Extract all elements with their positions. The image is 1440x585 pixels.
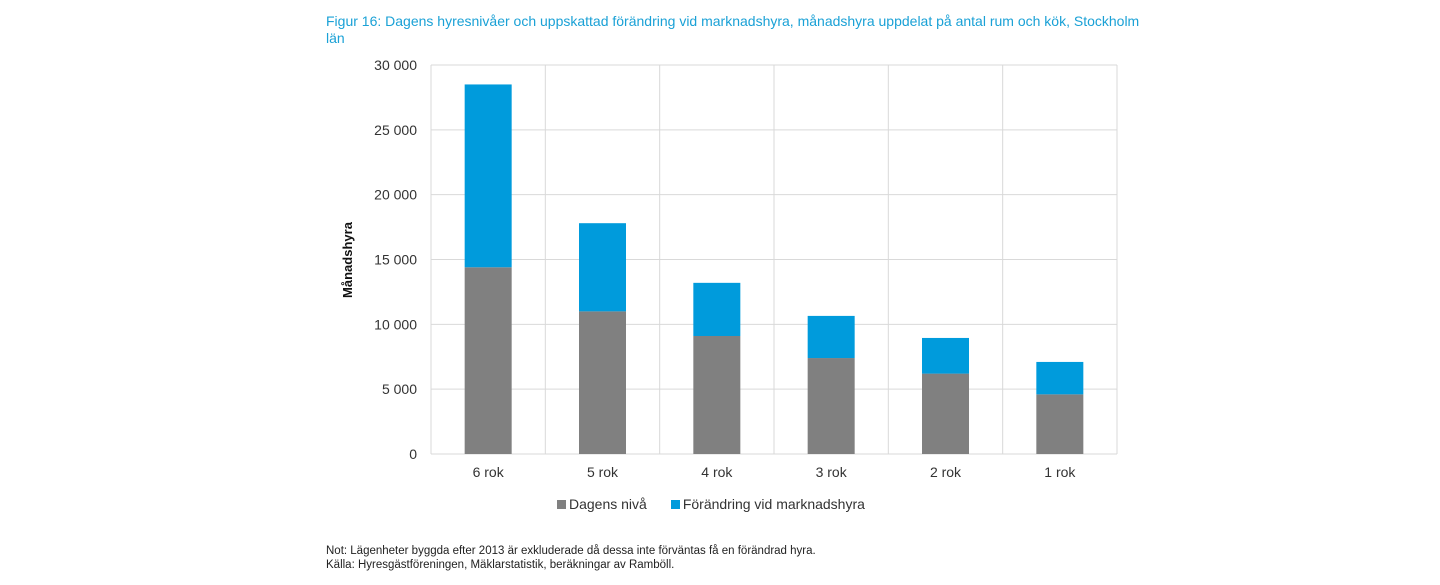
legend-item-forandring: Förändring vid marknadshyra bbox=[670, 496, 865, 512]
y-tick-label: 0 bbox=[409, 446, 417, 462]
legend-swatch bbox=[670, 499, 680, 509]
bar-dagens-niva bbox=[579, 311, 626, 454]
bar-forandring bbox=[464, 84, 512, 268]
x-tick-label: 3 rok bbox=[816, 464, 848, 480]
bar-dagens-niva bbox=[693, 336, 741, 454]
x-tick-label: 1 rok bbox=[1044, 464, 1076, 480]
legend-label: Förändring vid marknadshyra bbox=[682, 496, 865, 512]
bar-forandring bbox=[922, 337, 969, 374]
legend-item-dagens-niva: Dagens nivå bbox=[557, 496, 647, 512]
x-tick-label: 6 rok bbox=[473, 464, 505, 480]
x-tick-label: 2 rok bbox=[930, 464, 962, 480]
y-tick-label: 30 000 bbox=[374, 57, 417, 73]
bar-dagens-niva bbox=[922, 373, 969, 454]
y-tick-label: 20 000 bbox=[374, 187, 417, 203]
y-tick-label: 15 000 bbox=[374, 252, 417, 268]
y-tick-label: 10 000 bbox=[374, 316, 417, 332]
gridlines bbox=[430, 64, 1118, 455]
chart-title: Figur 16: Dagens hyresnivåer och uppskat… bbox=[326, 13, 1140, 46]
bar-dagens-niva bbox=[464, 267, 512, 454]
y-tick-label: 5 000 bbox=[382, 381, 417, 397]
footnotes: Not: Lägenheter byggda efter 2013 är exk… bbox=[326, 544, 816, 572]
legend: Dagens nivå Förändring vid marknadshyra bbox=[557, 496, 865, 512]
note-text: Not: Lägenheter byggda efter 2013 är exk… bbox=[326, 545, 816, 557]
bar-forandring bbox=[807, 315, 855, 359]
legend-label: Dagens nivå bbox=[569, 496, 647, 512]
bars bbox=[464, 84, 1084, 454]
y-axis-label: Månadshyra bbox=[340, 221, 355, 298]
x-tick-label: 5 rok bbox=[587, 464, 619, 480]
x-tick-label: 4 rok bbox=[701, 464, 733, 480]
bar-forandring bbox=[1036, 361, 1084, 395]
y-tick-label: 25 000 bbox=[374, 122, 417, 138]
bar-forandring bbox=[693, 282, 741, 337]
legend-swatch bbox=[557, 499, 566, 509]
y-axis-ticks: 0 5 000 10 000 15 000 20 000 25 000 30 000 bbox=[374, 57, 417, 462]
source-text: Källa: Hyresgästföreningen, Mäklarstatis… bbox=[326, 559, 675, 571]
bar-forandring bbox=[579, 223, 626, 312]
bar-dagens-niva bbox=[807, 358, 855, 454]
bar-dagens-niva bbox=[1036, 394, 1084, 454]
x-axis-ticks: 6 rok 5 rok 4 rok 3 rok 2 rok 1 rok bbox=[473, 464, 1077, 480]
